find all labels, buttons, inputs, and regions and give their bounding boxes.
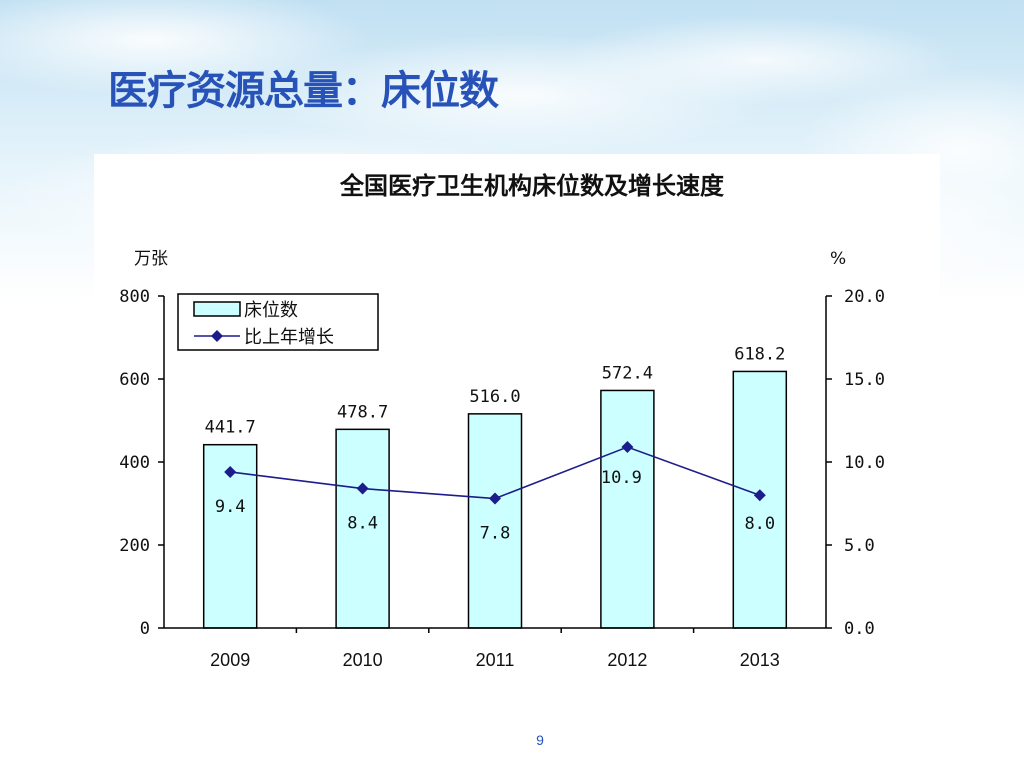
bar-value-label: 441.7 [205, 418, 256, 438]
bar-value-label: 516.0 [469, 387, 520, 407]
x-tick-label: 2010 [343, 650, 383, 670]
legend-marker-swatch [211, 330, 223, 342]
x-tick-label: 2011 [476, 650, 515, 670]
growth-value-label: 9.4 [215, 497, 246, 517]
growth-marker-2011 [489, 492, 501, 505]
chart-title: 全国医疗卫生机构床位数及增长速度 [339, 172, 725, 200]
growth-value-label: 8.0 [744, 514, 775, 534]
x-tick-label: 2013 [740, 650, 780, 670]
left-axis-unit: 万张 [134, 249, 168, 269]
bar-value-label: 618.2 [734, 344, 785, 364]
bed-count-chart: 全国医疗卫生机构床位数及增长速度 万张 % 0 200 400 600 800 0.0 5.… [119, 172, 885, 670]
growth-value-label: 7.8 [480, 524, 511, 544]
left-tick-label: 800 [119, 287, 150, 307]
bar-2011 [467, 413, 523, 629]
left-tick-label: 600 [119, 370, 150, 390]
bar-value-label: 478.7 [337, 402, 388, 422]
growth-value-label: 10.9 [601, 468, 642, 488]
growth-value-label: 8.4 [347, 514, 378, 534]
x-tick-label: 2009 [210, 650, 250, 670]
left-tick-label: 200 [119, 536, 150, 556]
right-tick-label: 5.0 [844, 536, 875, 556]
right-tick-label: 10.0 [844, 453, 885, 473]
growth-marker-2009 [224, 465, 237, 478]
legend-label-beds: 床位数 [244, 300, 298, 321]
right-tick-label: 20.0 [844, 287, 885, 307]
page-number: 9 [536, 732, 544, 748]
right-tick-label: 15.0 [844, 370, 885, 390]
growth-marker-2012 [621, 441, 634, 454]
slide-title: 医疗资源总量：床位数 [108, 68, 499, 114]
left-tick-label: 0 [140, 619, 150, 639]
right-axis-unit: % [830, 249, 846, 269]
legend-bar-swatch [193, 301, 241, 317]
x-tick-label: 2012 [607, 650, 647, 670]
bar-2012 [600, 389, 655, 629]
legend-label-growth: 比上年增长 [244, 327, 334, 348]
chart-panel: 全国医疗卫生机构床位数及增长速度 万张 % 0 200 400 600 800 0.0 5.… [94, 154, 940, 694]
left-tick-label: 400 [119, 453, 150, 473]
bar-value-label: 572.4 [602, 363, 653, 383]
growth-marker-2010 [356, 482, 369, 495]
growth-marker-2013 [753, 489, 766, 502]
right-tick-label: 0.0 [844, 619, 875, 639]
